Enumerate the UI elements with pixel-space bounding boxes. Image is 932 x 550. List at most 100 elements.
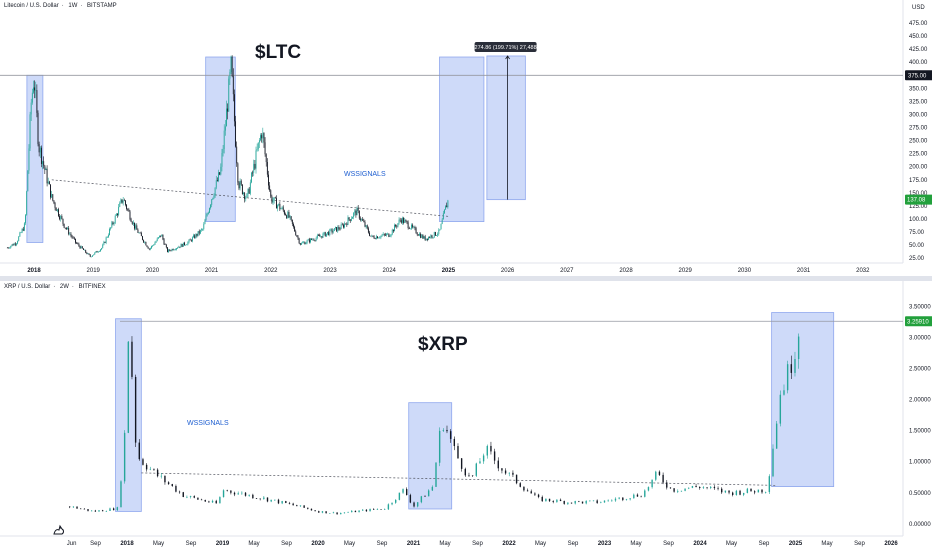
candle-up: [26, 191, 28, 216]
candle-up: [340, 224, 342, 230]
candle-down: [219, 172, 221, 175]
measure-label: 274.86 (199.71%) 27,488: [475, 45, 537, 51]
candle-up: [222, 490, 225, 498]
candle-up: [132, 222, 134, 224]
candle-up: [289, 216, 291, 218]
candle-up: [35, 90, 37, 91]
time-tick-label: Sep: [759, 541, 770, 547]
candle-up: [98, 510, 100, 512]
candle-up: [768, 476, 771, 493]
candle-down: [254, 163, 256, 169]
pane-separator[interactable]: [0, 276, 932, 281]
measure-arrow: [505, 55, 510, 60]
candle-up: [144, 242, 146, 243]
candle-down: [165, 244, 167, 248]
candle-up: [306, 240, 308, 243]
candle-down: [22, 228, 24, 231]
candle-down: [370, 235, 372, 237]
ltc-chart-pane[interactable]: Litecoin / U.S. Dollar · 1W · BITSTAMP USD…: [0, 0, 932, 276]
candle-down: [396, 226, 398, 227]
candle-up: [323, 232, 325, 234]
candle-down: [336, 512, 338, 515]
candle-down: [699, 486, 701, 489]
candle-down: [563, 501, 565, 504]
candle-up: [430, 235, 432, 238]
candle-up: [316, 235, 318, 238]
candle-down: [348, 217, 350, 220]
candle-down: [61, 216, 63, 219]
candle-down: [252, 172, 254, 174]
candle-up: [278, 203, 280, 206]
time-tick-label: 2031: [797, 268, 811, 274]
ltc-chart-canvas[interactable]: 25.00 50.00 75.00 100.00 125.00 150.00 175.00 2…: [0, 0, 932, 276]
candle-up: [191, 237, 193, 242]
highlight-box: [408, 402, 453, 510]
candle-down: [269, 185, 271, 191]
candle-up: [93, 254, 95, 256]
ltc-currency-unit[interactable]: USD: [912, 5, 925, 11]
candle-up: [431, 486, 434, 491]
candle-up: [122, 200, 124, 203]
candle-up: [611, 500, 613, 502]
candle-down: [190, 239, 192, 242]
candle-up: [397, 223, 399, 227]
candle-up: [365, 225, 367, 227]
candle-down: [196, 234, 198, 236]
time-tick-label: Sep: [281, 541, 292, 547]
candle-down: [265, 154, 267, 163]
candle-up: [783, 390, 785, 395]
candle-up: [482, 455, 485, 462]
candle-up: [647, 487, 650, 491]
candle-up: [361, 218, 363, 220]
candle-up: [90, 510, 93, 512]
candle-down: [244, 492, 247, 496]
price-tick-label: 275.00: [909, 126, 928, 132]
candle-up: [258, 140, 260, 143]
candle-up: [351, 510, 353, 513]
candle-up: [270, 499, 272, 502]
candle-up: [421, 235, 423, 238]
candle-up: [307, 239, 309, 241]
candle-up: [315, 237, 317, 241]
candle-up: [102, 244, 104, 249]
candle-down: [128, 209, 130, 212]
candle-up: [186, 496, 188, 498]
price-tick-label: 400.00: [909, 60, 928, 66]
candle-down: [354, 510, 357, 513]
xrp-chart-canvas[interactable]: 0.00000 0.50000 1.00000 1.50000 2.00000 2.500…: [0, 281, 932, 550]
candle-down: [130, 219, 132, 222]
ltc-symbol-header[interactable]: Litecoin / U.S. Dollar · 1W · BITSTAMP: [4, 3, 117, 9]
candle-down: [417, 234, 419, 236]
candle-down: [339, 229, 341, 230]
candle-down: [537, 494, 540, 497]
candle-up: [391, 502, 393, 505]
candle-up: [300, 243, 302, 245]
candle-up: [625, 499, 628, 500]
candle-up: [379, 237, 381, 239]
candle-up: [237, 493, 239, 495]
candle-up: [629, 498, 631, 500]
time-tick-label: 2018: [27, 268, 41, 274]
xrp-symbol-header[interactable]: XRP / U.S. Dollar · 2W · BITFINEX: [4, 284, 106, 290]
candle-down: [145, 242, 147, 246]
candle-up: [347, 217, 349, 225]
candle-down: [86, 252, 88, 255]
candle-up: [97, 251, 99, 253]
candle-down: [8, 247, 9, 249]
candle-up: [479, 461, 481, 464]
candle-up: [189, 496, 192, 497]
candle-down: [666, 482, 668, 488]
xrp-chart-pane[interactable]: XRP / U.S. Dollar · 2W · BITFINEX 0.00000 0…: [0, 281, 932, 550]
candle-up: [151, 246, 152, 249]
candle-down: [89, 254, 91, 257]
time-tick-label: 2025: [442, 268, 456, 274]
candle-down: [369, 232, 370, 236]
candle-down: [112, 222, 114, 224]
candle-down: [59, 216, 61, 220]
tradingview-logo-icon[interactable]: [52, 523, 66, 537]
candle-up: [691, 486, 694, 488]
candle-up: [797, 336, 800, 360]
candle-up: [153, 244, 155, 246]
candle-up: [160, 475, 162, 477]
price-tick-label: 125.00: [909, 204, 928, 210]
